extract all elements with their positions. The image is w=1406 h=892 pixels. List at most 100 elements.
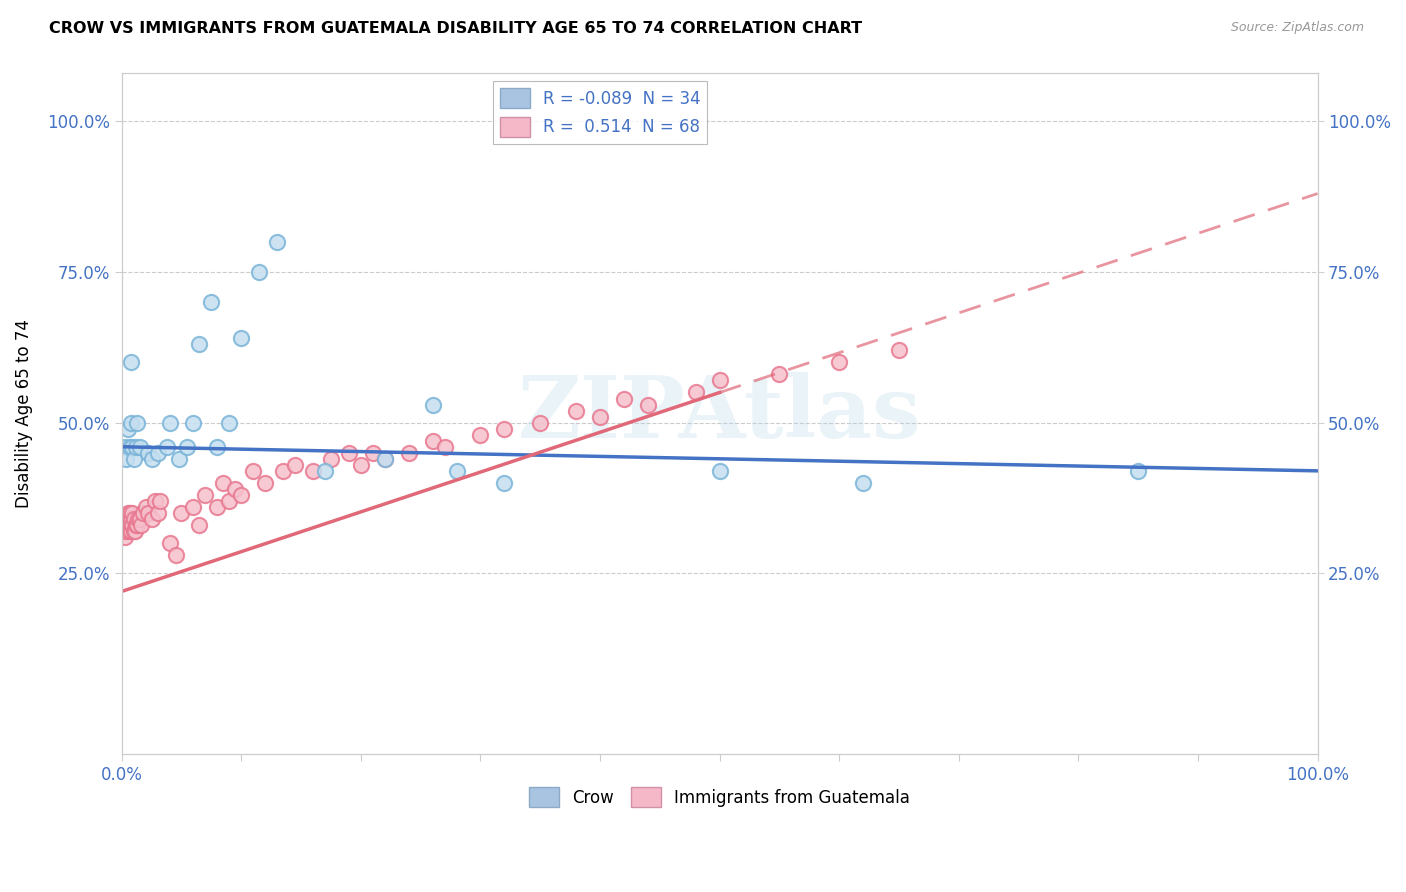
Point [143,494,166,508]
Point [224,482,246,496]
Point [183,500,205,514]
Point [132,506,155,520]
Point [118,524,141,538]
Text: ZIPAtlas: ZIPAtlas [517,372,921,456]
Point [685,385,707,400]
Point [266,235,288,249]
Point [120,506,142,520]
Text: Source: ZipAtlas.com: Source: ZipAtlas.com [1230,21,1364,35]
Point [141,451,163,466]
Point [319,451,342,466]
Point [494,422,516,436]
Point [117,422,139,436]
Point [194,488,217,502]
Point [129,518,152,533]
Point [146,506,169,520]
Point [156,440,179,454]
Point [565,403,588,417]
Point [159,536,181,550]
Point [470,427,492,442]
Point [188,337,211,351]
Point [135,500,157,514]
Point [127,512,149,526]
Point [127,518,149,533]
Point [218,494,240,508]
Point [124,524,146,538]
Point [120,440,142,454]
Point [247,265,270,279]
Point [188,518,211,533]
Point [125,440,148,454]
Point [136,506,159,520]
Point [114,518,136,533]
Point [121,440,143,454]
Point [120,512,142,526]
Point [120,518,142,533]
Point [887,343,910,358]
Point [231,331,253,345]
Point [127,416,149,430]
Point [200,295,222,310]
Point [828,355,851,369]
Point [122,512,145,526]
Point [212,475,235,490]
Point [361,446,384,460]
Point [149,494,172,508]
Point [709,373,731,387]
Point [128,512,150,526]
Point [231,488,253,502]
Point [121,518,143,533]
Point [128,440,150,454]
Point [1128,464,1150,478]
Point [117,518,139,533]
Point [115,524,138,538]
Point [314,464,336,478]
Point [709,464,731,478]
Point [114,440,136,454]
Point [112,524,135,538]
Y-axis label: Disability Age 65 to 74: Disability Age 65 to 74 [15,319,32,508]
Point [122,451,145,466]
Point [167,451,190,466]
Point [170,506,193,520]
Point [302,464,325,478]
Point [254,475,277,490]
Point [271,464,294,478]
Point [374,451,396,466]
Point [146,446,169,460]
Point [112,512,135,526]
Point [494,475,516,490]
Point [176,440,198,454]
Point [122,524,145,538]
Point [207,440,229,454]
Point [374,451,396,466]
Point [159,416,181,430]
Point [141,512,163,526]
Point [118,512,141,526]
Point [111,518,134,533]
Text: CROW VS IMMIGRANTS FROM GUATEMALA DISABILITY AGE 65 TO 74 CORRELATION CHART: CROW VS IMMIGRANTS FROM GUATEMALA DISABI… [49,21,862,37]
Point [218,416,240,430]
Legend: Crow, Immigrants from Guatemala: Crow, Immigrants from Guatemala [523,780,917,814]
Point [125,518,148,533]
Point [114,530,136,544]
Point [422,434,444,448]
Point [637,398,659,412]
Point [120,355,142,369]
Point [589,409,612,424]
Point [284,458,307,472]
Point [422,398,444,412]
Point [398,446,420,460]
Point [446,464,468,478]
Point [165,548,187,562]
Point [115,451,138,466]
Point [136,446,159,460]
Point [433,440,456,454]
Point [121,506,143,520]
Point [115,512,138,526]
Point [337,446,360,460]
Point [768,368,790,382]
Point [207,500,229,514]
Point [350,458,373,472]
Point [242,464,264,478]
